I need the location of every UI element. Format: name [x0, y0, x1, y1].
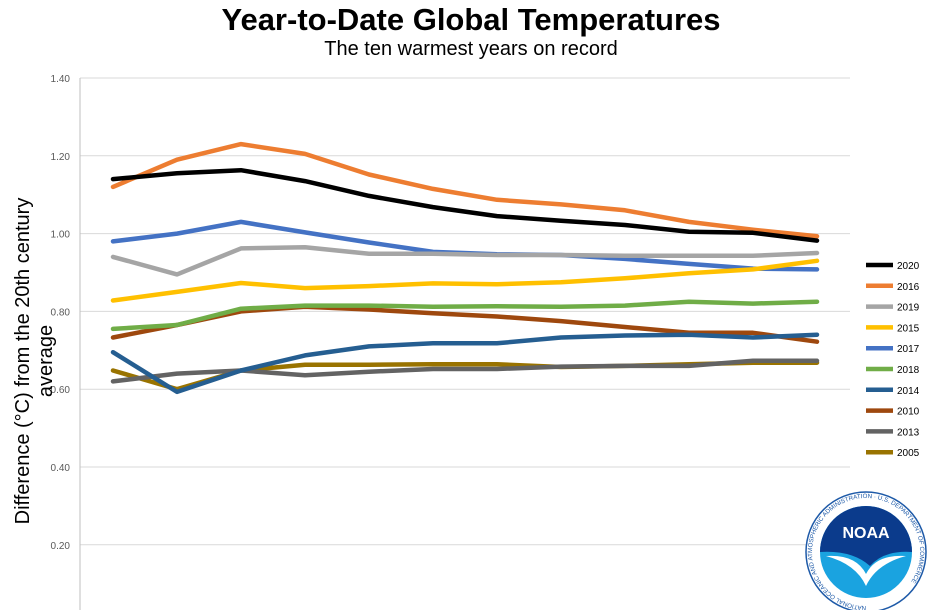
legend-label: 2019 — [897, 303, 920, 314]
legend-label: 2020 — [897, 261, 920, 272]
logo-gull-icon — [826, 555, 906, 586]
legend-label: 2016 — [897, 282, 920, 293]
series-line-2018 — [110, 299, 820, 332]
legend-item-2010: 2010 — [866, 407, 920, 418]
legend-item-2015: 2015 — [866, 323, 920, 334]
y-tick-label: 0.40 — [51, 463, 71, 474]
legend-item-2017: 2017 — [866, 344, 920, 355]
legend-label: 2017 — [897, 344, 920, 355]
chart-subtitle: The ten warmest years on record — [324, 38, 618, 60]
series-line-2019 — [110, 244, 820, 277]
y-tick-label: 0.80 — [51, 307, 71, 318]
legend-item-2019: 2019 — [866, 303, 920, 314]
series-line-2017 — [110, 219, 820, 272]
legend-label: 2013 — [897, 427, 920, 438]
logo-text: NOAA — [842, 525, 890, 542]
series-line-2020 — [110, 167, 820, 243]
legend-label: 2005 — [897, 448, 920, 459]
logo-sky — [820, 506, 912, 566]
legend-label: 2015 — [897, 323, 920, 334]
legend-item-2014: 2014 — [866, 386, 920, 397]
legend-item-2013: 2013 — [866, 427, 920, 438]
series-line-2015 — [110, 258, 820, 303]
y-tick-label: 0.20 — [51, 541, 71, 552]
series-line-2016 — [110, 141, 820, 239]
legend-label: 2014 — [897, 386, 920, 397]
legend-item-2018: 2018 — [866, 365, 920, 376]
chart-title: Year-to-Date Global Temperatures — [221, 2, 721, 37]
series-line-2013 — [110, 358, 820, 384]
legend-label: 2018 — [897, 365, 920, 376]
y-tick-label: 1.20 — [51, 152, 71, 163]
y-tick-label: 1.40 — [51, 74, 71, 85]
y-tick-label: 0.60 — [51, 385, 71, 396]
legend-item-2005: 2005 — [866, 448, 920, 459]
y-tick-label: 1.00 — [51, 230, 71, 241]
y-axis-label: Difference (°C) from the 20th century av… — [12, 197, 57, 525]
series-line-2014 — [110, 332, 820, 395]
legend-item-2016: 2016 — [866, 282, 920, 293]
legend-item-2020: 2020 — [866, 261, 920, 272]
legend-label: 2010 — [897, 407, 920, 418]
